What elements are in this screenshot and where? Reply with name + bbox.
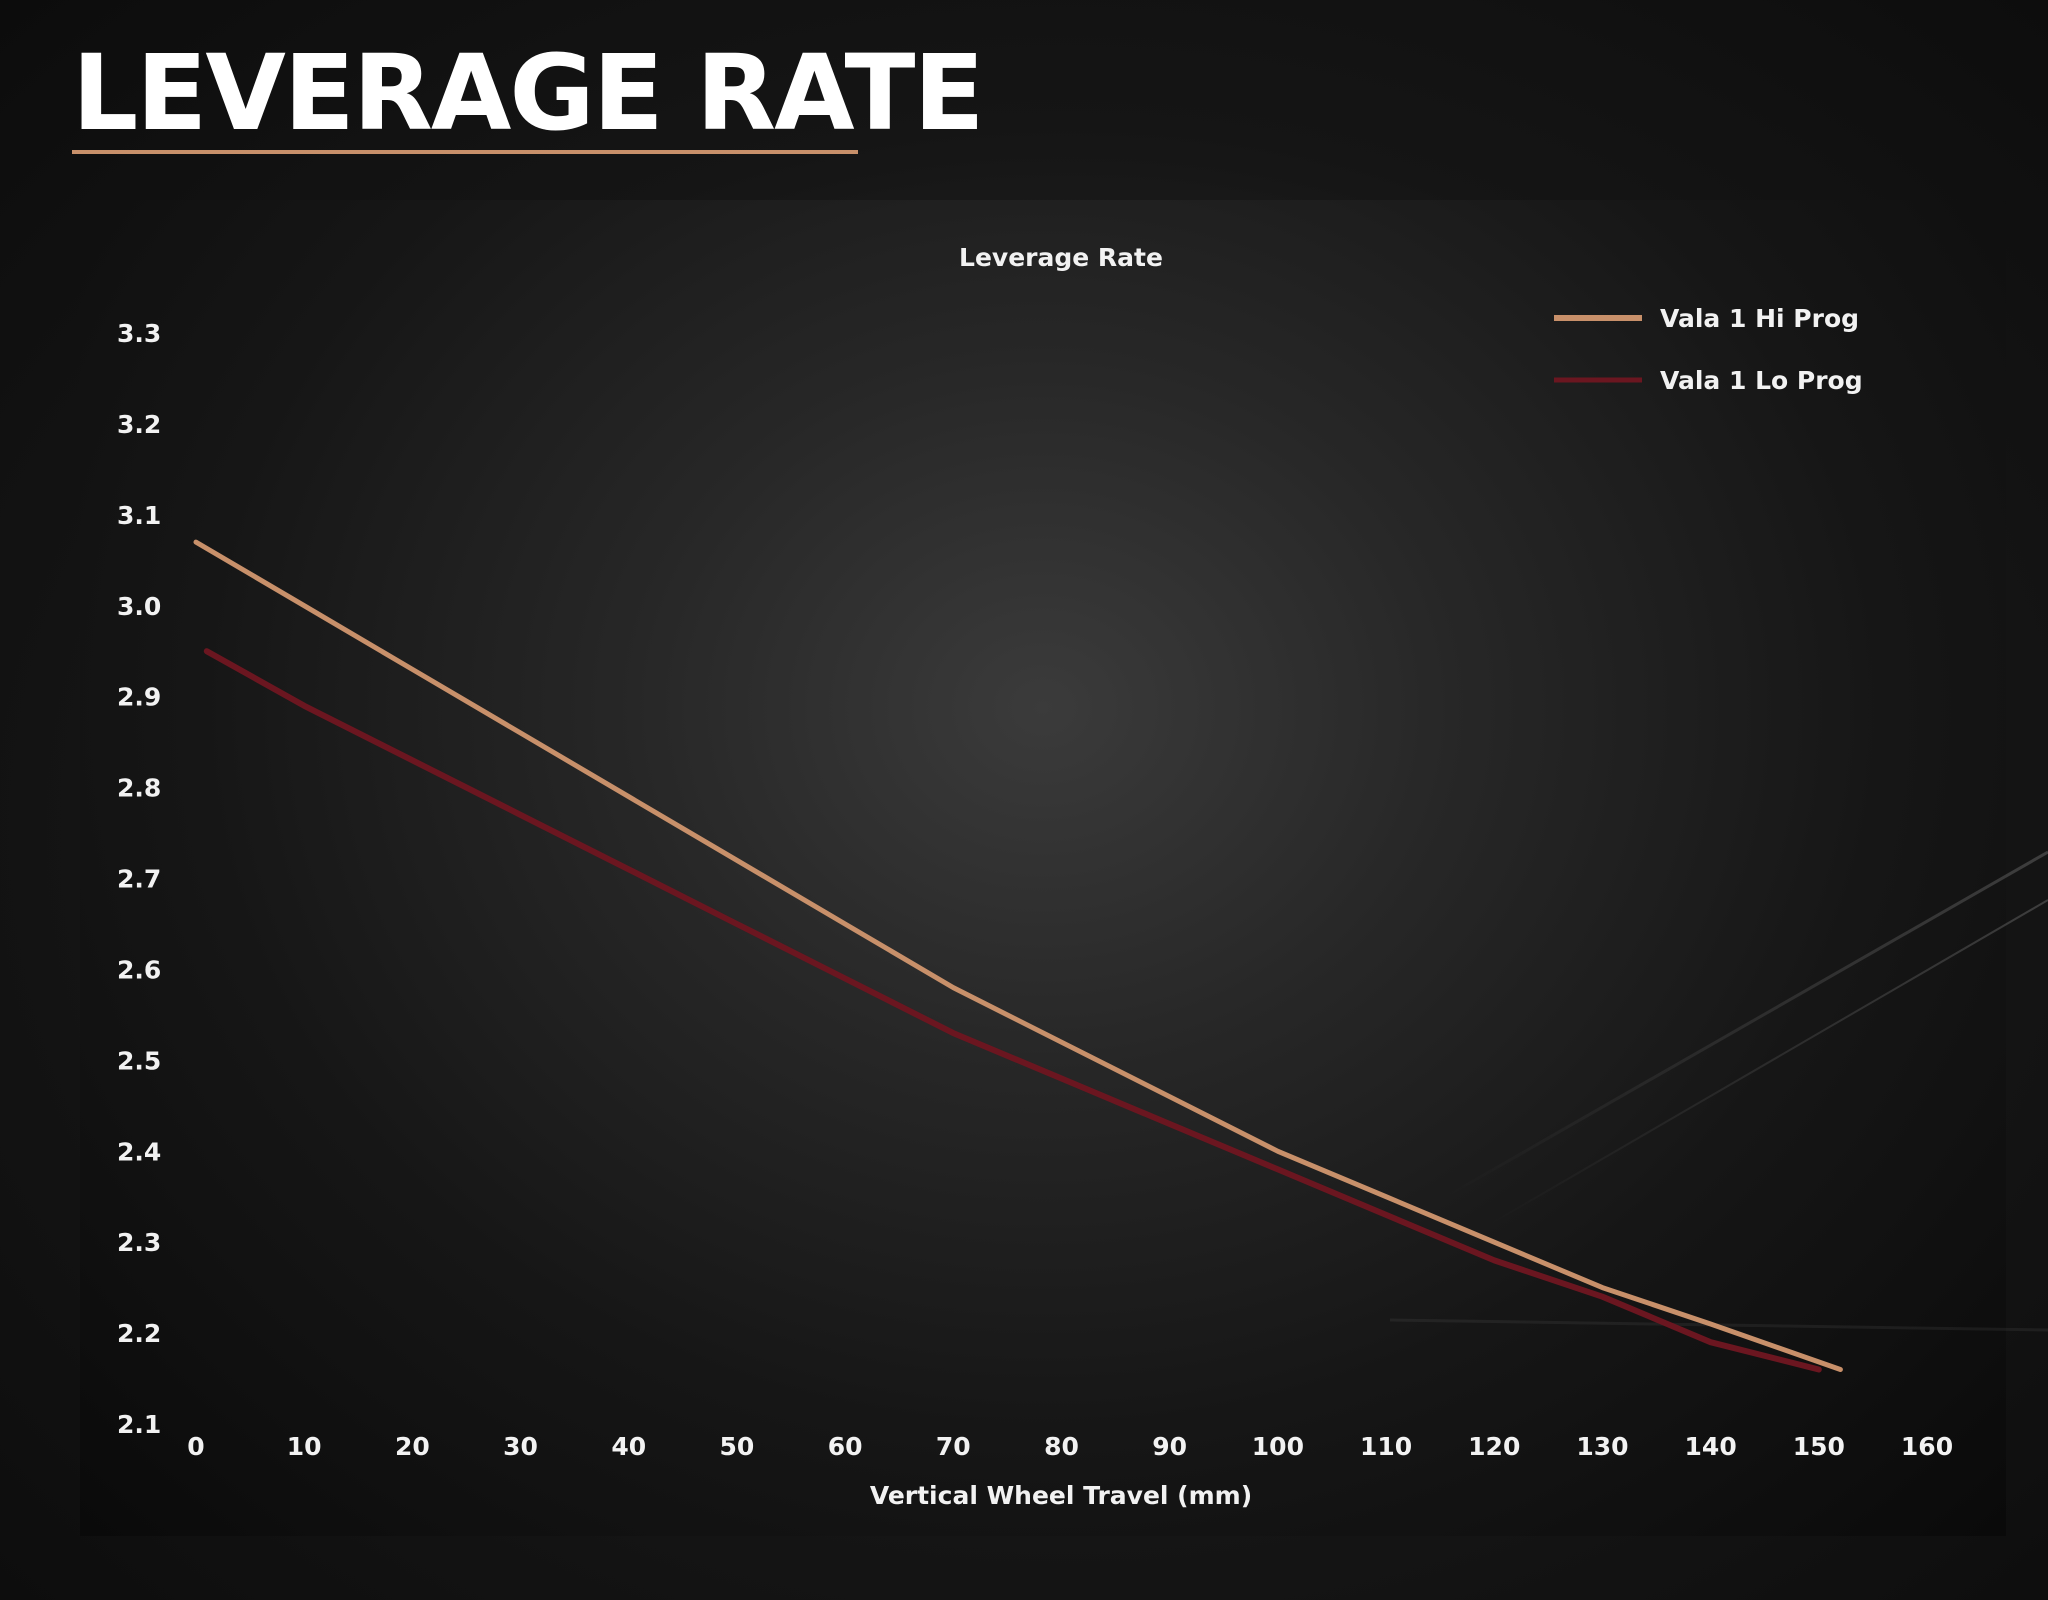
y-tick-label: 2.8 xyxy=(117,774,161,803)
y-tick-label: 2.3 xyxy=(117,1228,161,1257)
x-tick-label: 120 xyxy=(1468,1432,1520,1461)
y-tick-label: 2.6 xyxy=(117,955,161,984)
chart-title: Leverage Rate xyxy=(959,243,1163,272)
x-tick-label: 150 xyxy=(1793,1432,1845,1461)
y-tick-label: 2.9 xyxy=(117,683,161,712)
x-axis-label: Vertical Wheel Travel (mm) xyxy=(870,1481,1252,1510)
y-tick-label: 2.1 xyxy=(117,1410,161,1439)
x-tick-label: 50 xyxy=(720,1432,755,1461)
title-underline xyxy=(72,150,858,154)
y-tick-label: 2.5 xyxy=(117,1046,161,1075)
series-lines xyxy=(193,539,1843,1373)
y-tick-label: 3.0 xyxy=(117,592,161,621)
series-line-vala-1-lo-prog xyxy=(203,648,1822,1373)
x-tick-label: 160 xyxy=(1901,1432,1953,1461)
y-tick-label: 2.2 xyxy=(117,1319,161,1348)
x-tick-label: 100 xyxy=(1252,1432,1304,1461)
x-tick-label: 110 xyxy=(1360,1432,1412,1461)
y-tick-label: 2.7 xyxy=(117,865,161,894)
series-line-vala-1-hi-prog xyxy=(193,539,1843,1372)
legend-label-vala-1-hi-prog: Vala 1 Hi Prog xyxy=(1660,304,1859,333)
legend: Vala 1 Hi Prog Vala 1 Lo Prog xyxy=(1554,304,1863,395)
x-tick-label: 60 xyxy=(828,1432,863,1461)
x-tick-label: 20 xyxy=(395,1432,430,1461)
y-tick-label: 2.4 xyxy=(117,1137,161,1166)
x-axis-ticks: 0 10 20 30 40 50 60 70 80 90 100 110 120 130 140 150 160 xyxy=(187,1432,1953,1461)
x-tick-label: 90 xyxy=(1152,1432,1187,1461)
x-tick-label: 10 xyxy=(287,1432,322,1461)
x-tick-label: 40 xyxy=(611,1432,646,1461)
x-tick-label: 0 xyxy=(187,1432,204,1461)
legend-label-vala-1-lo-prog: Vala 1 Lo Prog xyxy=(1660,366,1863,395)
y-tick-label: 3.3 xyxy=(117,319,161,348)
x-tick-label: 130 xyxy=(1576,1432,1628,1461)
x-tick-label: 30 xyxy=(503,1432,538,1461)
x-tick-label: 140 xyxy=(1685,1432,1737,1461)
y-axis-ticks: 3.3 3.2 3.1 3.0 2.9 2.8 2.7 2.6 2.5 2.4 2.3 2.2 2.1 xyxy=(117,319,161,1439)
x-tick-label: 70 xyxy=(936,1432,971,1461)
y-tick-label: 3.1 xyxy=(117,501,161,530)
y-tick-label: 3.2 xyxy=(117,410,161,439)
page-title: LEVERAGE RATE xyxy=(72,32,985,154)
x-tick-label: 80 xyxy=(1044,1432,1079,1461)
